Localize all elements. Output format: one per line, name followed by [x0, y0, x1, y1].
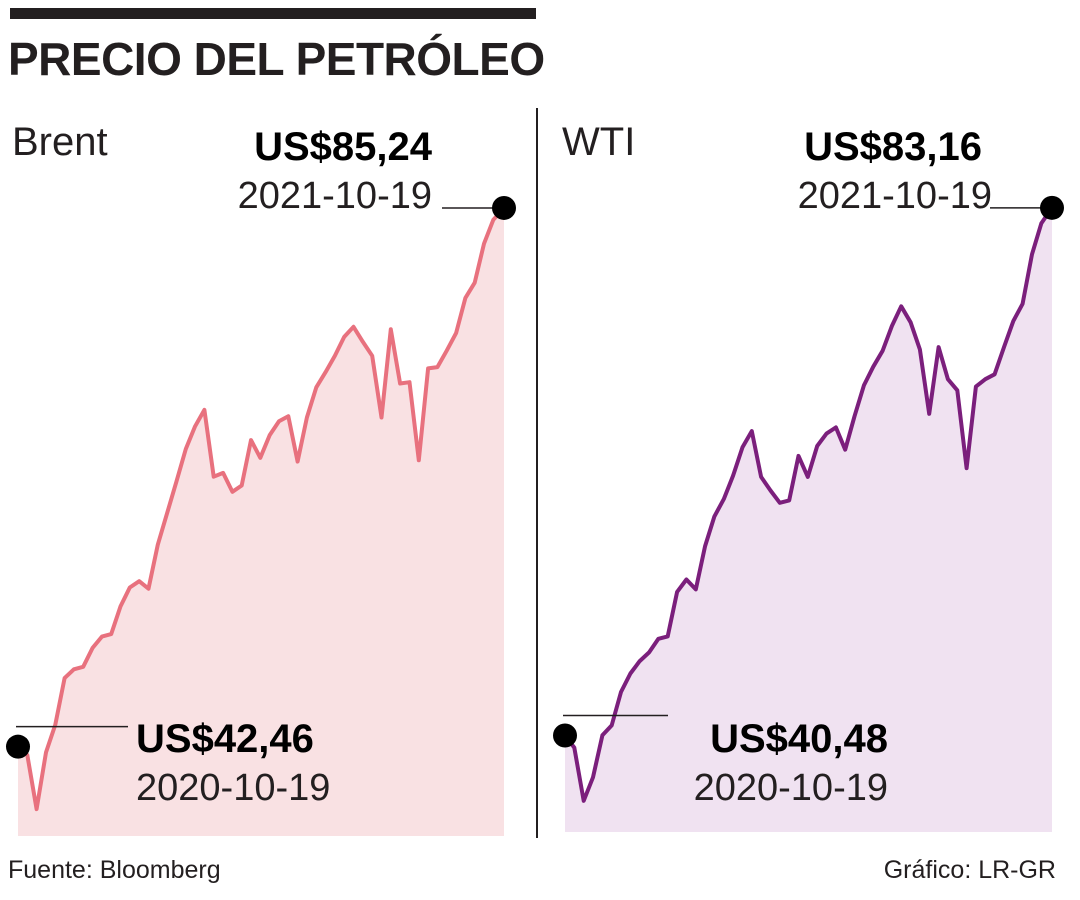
- brent-chart-panel: Brent US$85,24 2021-10-19 US$42,46 2020-…: [6, 120, 516, 836]
- wti-chart-panel: WTI US$83,16 2021-10-19 US$40,48 2020-10…: [553, 120, 1064, 833]
- brent-end-point-marker: [492, 195, 516, 220]
- brent-end-value-label: US$85,24: [254, 125, 433, 169]
- brent-price-line: [16, 205, 506, 812]
- page-title: PRECIO DEL PETRÓLEO: [8, 33, 545, 85]
- wti-start-point-marker: [553, 723, 577, 748]
- wti-end-value-label: US$83,16: [804, 125, 982, 169]
- brent-end-date-label: 2021-10-19: [238, 175, 432, 217]
- graphic-credit: Gráfico: LR-GR: [883, 856, 1056, 884]
- wti-area-fill: [565, 207, 1052, 833]
- wti-start-value-label: US$40,48: [710, 717, 888, 761]
- wti-price-line: [563, 205, 1054, 803]
- brent-start-value-label: US$42,46: [136, 717, 314, 761]
- source-note: Fuente: Bloomberg: [8, 856, 221, 884]
- panel-divider: [536, 108, 538, 838]
- brent-series-label: Brent: [12, 120, 108, 164]
- wti-start-date-label: 2020-10-19: [694, 767, 888, 809]
- wti-end-date-label: 2021-10-19: [798, 175, 992, 217]
- wti-end-point-marker: [1040, 195, 1064, 220]
- wti-series-label: WTI: [562, 120, 635, 164]
- brent-start-point-marker: [6, 734, 30, 759]
- top-rule: [10, 8, 536, 19]
- brent-area-fill: [18, 207, 504, 836]
- brent-start-date-label: 2020-10-19: [136, 767, 330, 809]
